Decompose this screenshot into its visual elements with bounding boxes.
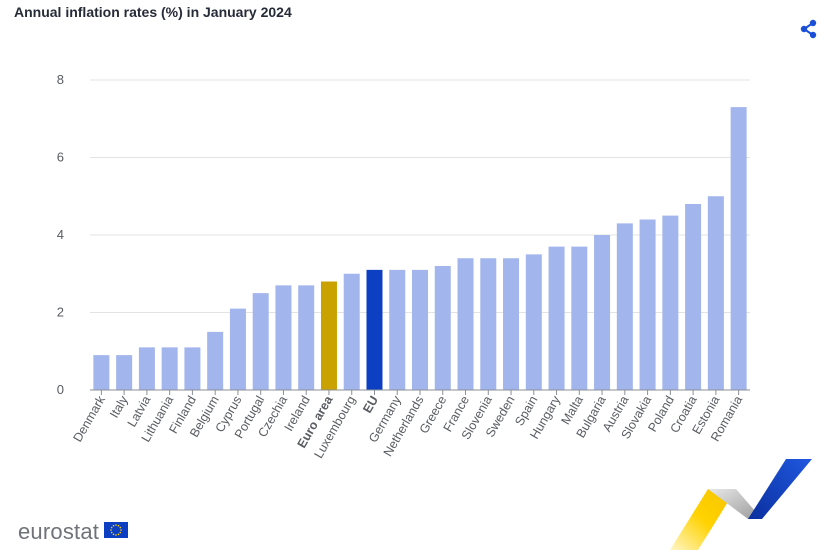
bar (275, 285, 292, 390)
bar (457, 258, 474, 390)
bar (707, 196, 724, 390)
bar (571, 246, 588, 390)
eu-flag-icon (104, 521, 129, 543)
bar (616, 223, 633, 390)
y-tick-label: 0 (57, 382, 64, 397)
bar (503, 258, 520, 390)
chart-title: Annual inflation rates (%) in January 20… (14, 4, 292, 20)
bar (366, 269, 383, 390)
brand-name: eurostat (18, 519, 100, 544)
y-tick-label: 8 (57, 72, 64, 87)
bar (343, 273, 360, 390)
bar (184, 347, 201, 390)
bar (548, 246, 565, 390)
bar (320, 281, 337, 390)
bar (138, 347, 155, 390)
x-tick-label: Denmark (70, 393, 108, 445)
y-tick-label: 2 (57, 305, 64, 320)
bar (685, 204, 702, 390)
bar (389, 269, 406, 390)
eurostat-swoosh-logo (660, 455, 820, 560)
bar (252, 293, 269, 390)
bar (594, 235, 611, 390)
share-button[interactable] (796, 16, 822, 42)
bar (116, 355, 133, 390)
eurostat-logo: eurostat (18, 519, 129, 545)
bar (662, 215, 679, 390)
bar (298, 285, 315, 390)
bar (229, 308, 246, 390)
y-tick-label: 4 (57, 227, 64, 242)
y-tick-label: 6 (57, 150, 64, 165)
bar (161, 347, 178, 390)
bar (412, 269, 428, 390)
bar (730, 107, 747, 390)
share-icon (800, 19, 817, 39)
bar (93, 355, 110, 390)
bar (480, 258, 497, 390)
bar (639, 219, 656, 390)
x-tick-label: EU (360, 394, 381, 416)
bar (525, 254, 542, 390)
bar (207, 331, 224, 390)
bar (434, 266, 451, 390)
